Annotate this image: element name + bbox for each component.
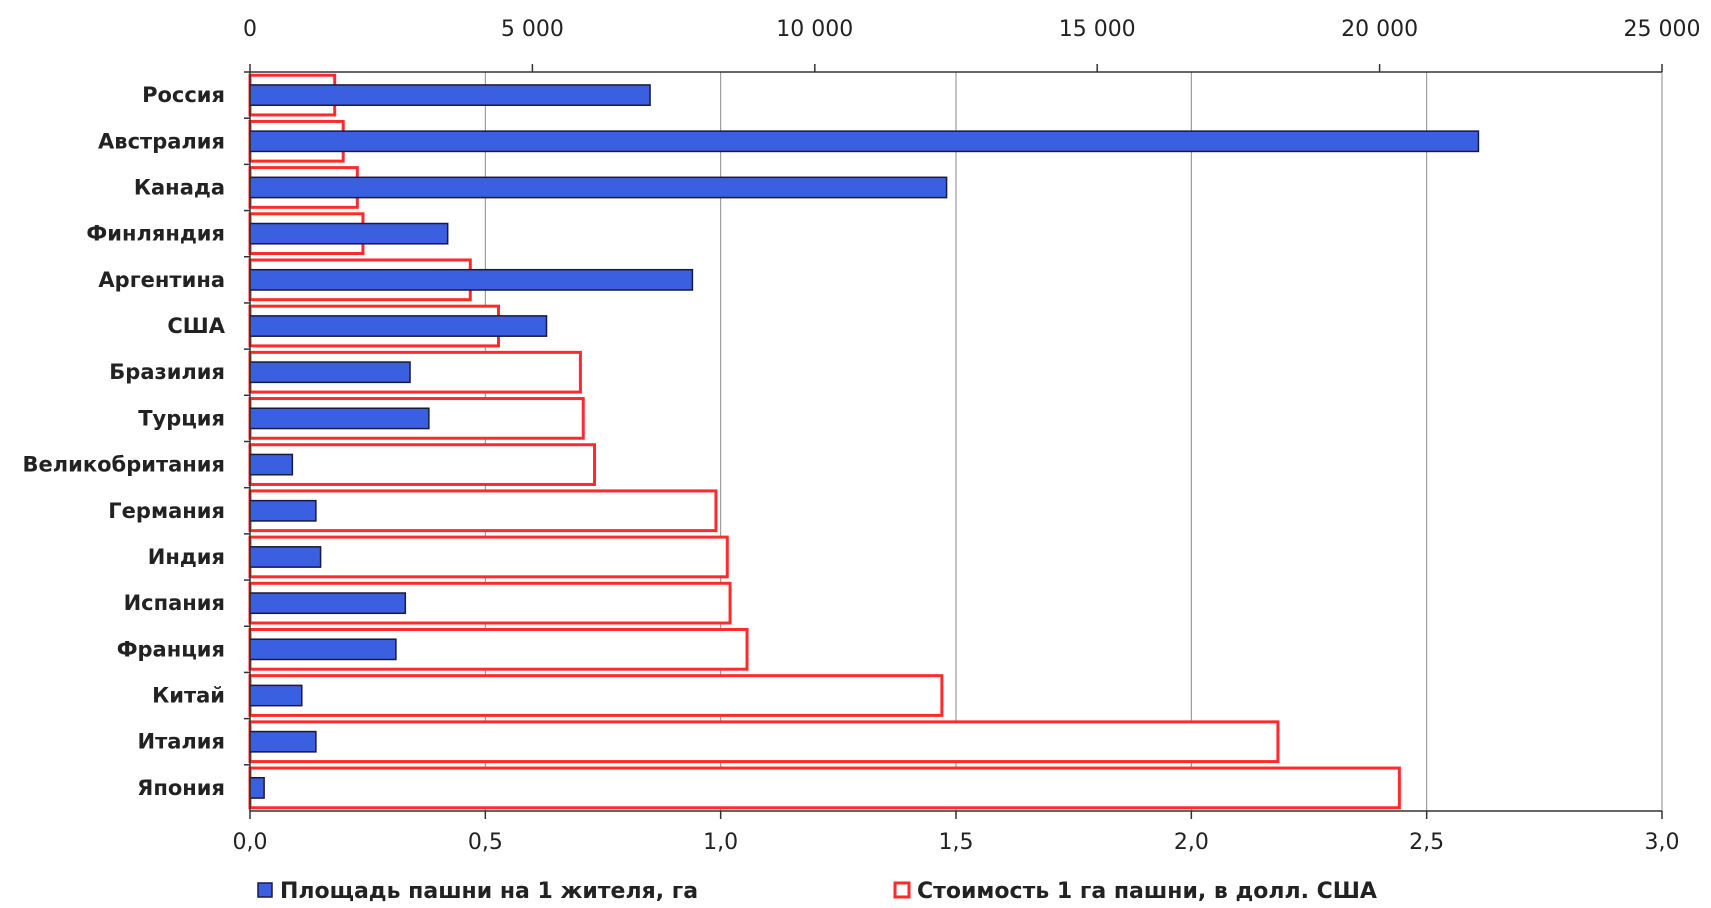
category-label: Германия bbox=[108, 499, 225, 523]
category-label: Финляндия bbox=[86, 222, 225, 246]
bottom-tick-label: 1,0 bbox=[703, 830, 738, 855]
category-label: Бразилия bbox=[109, 360, 225, 384]
bar-area bbox=[249, 176, 948, 199]
bar-area bbox=[249, 776, 265, 799]
legend-label-price: Стоимость 1 га пашни, в долл. США bbox=[917, 879, 1377, 904]
category-label: Италия bbox=[138, 730, 226, 754]
bar-area bbox=[249, 315, 548, 337]
legend: Площадь пашни на 1 жителя, га Стоимость … bbox=[257, 879, 1377, 904]
axes bbox=[244, 64, 1663, 819]
legend-label-area: Площадь пашни на 1 жителя, га bbox=[280, 879, 698, 904]
category-label: Китай bbox=[152, 684, 225, 708]
bar-area bbox=[249, 546, 322, 568]
category-label: Россия bbox=[142, 83, 225, 107]
bar-area bbox=[249, 222, 449, 245]
top-tick-label: 25 000 bbox=[1624, 17, 1701, 42]
bottom-tick-label: 1,5 bbox=[939, 830, 974, 855]
top-tick-label: 10 000 bbox=[776, 17, 853, 42]
bar-price bbox=[248, 535, 729, 579]
bottom-tick-label: 2,5 bbox=[1409, 830, 1444, 855]
category-label: Индия bbox=[148, 545, 225, 569]
bar-area bbox=[249, 499, 317, 522]
category-label: Япония bbox=[137, 776, 225, 800]
category-label: Канада bbox=[134, 175, 225, 199]
bar-area bbox=[249, 130, 1480, 153]
bottom-tick-label: 3,0 bbox=[1645, 830, 1680, 855]
top-tick-label: 0 bbox=[243, 17, 257, 42]
bar-price bbox=[248, 443, 597, 486]
bar-area bbox=[249, 84, 651, 107]
labels: 0,0 0,5 1,0 1,5 2,0 2,5 3,0 0 5 000 10 000 15 000 2… bbox=[23, 17, 1701, 855]
bar-area bbox=[249, 684, 303, 707]
bar-area bbox=[249, 453, 294, 476]
bar-area bbox=[249, 638, 397, 661]
category-label: Великобритания bbox=[23, 453, 225, 477]
bottom-tick-label: 0,5 bbox=[468, 830, 503, 855]
bar-area bbox=[249, 730, 317, 753]
category-label: Австралия bbox=[98, 129, 225, 153]
category-label: США bbox=[167, 314, 225, 338]
top-tick-label: 5 000 bbox=[501, 17, 564, 42]
top-tick-label: 20 000 bbox=[1341, 17, 1418, 42]
bar-price bbox=[248, 674, 944, 717]
bar-price bbox=[248, 720, 1280, 764]
legend-swatch-area bbox=[257, 882, 273, 898]
category-label: Аргентина bbox=[98, 268, 225, 292]
bar-area bbox=[249, 268, 694, 291]
category-label: Турция bbox=[138, 406, 225, 430]
bottom-tick-label: 0,0 bbox=[233, 830, 268, 855]
bars bbox=[248, 73, 1480, 810]
legend-swatch-price bbox=[893, 881, 911, 899]
category-label: Испания bbox=[124, 591, 225, 615]
bar-area bbox=[249, 361, 411, 384]
top-tick-label: 15 000 bbox=[1059, 17, 1136, 42]
bottom-tick-label: 2,0 bbox=[1174, 830, 1209, 855]
bar-price bbox=[248, 489, 718, 533]
category-label: Франция bbox=[117, 637, 225, 661]
bar-area bbox=[249, 407, 430, 430]
bar-area bbox=[249, 592, 407, 615]
bar-price bbox=[248, 766, 1401, 810]
